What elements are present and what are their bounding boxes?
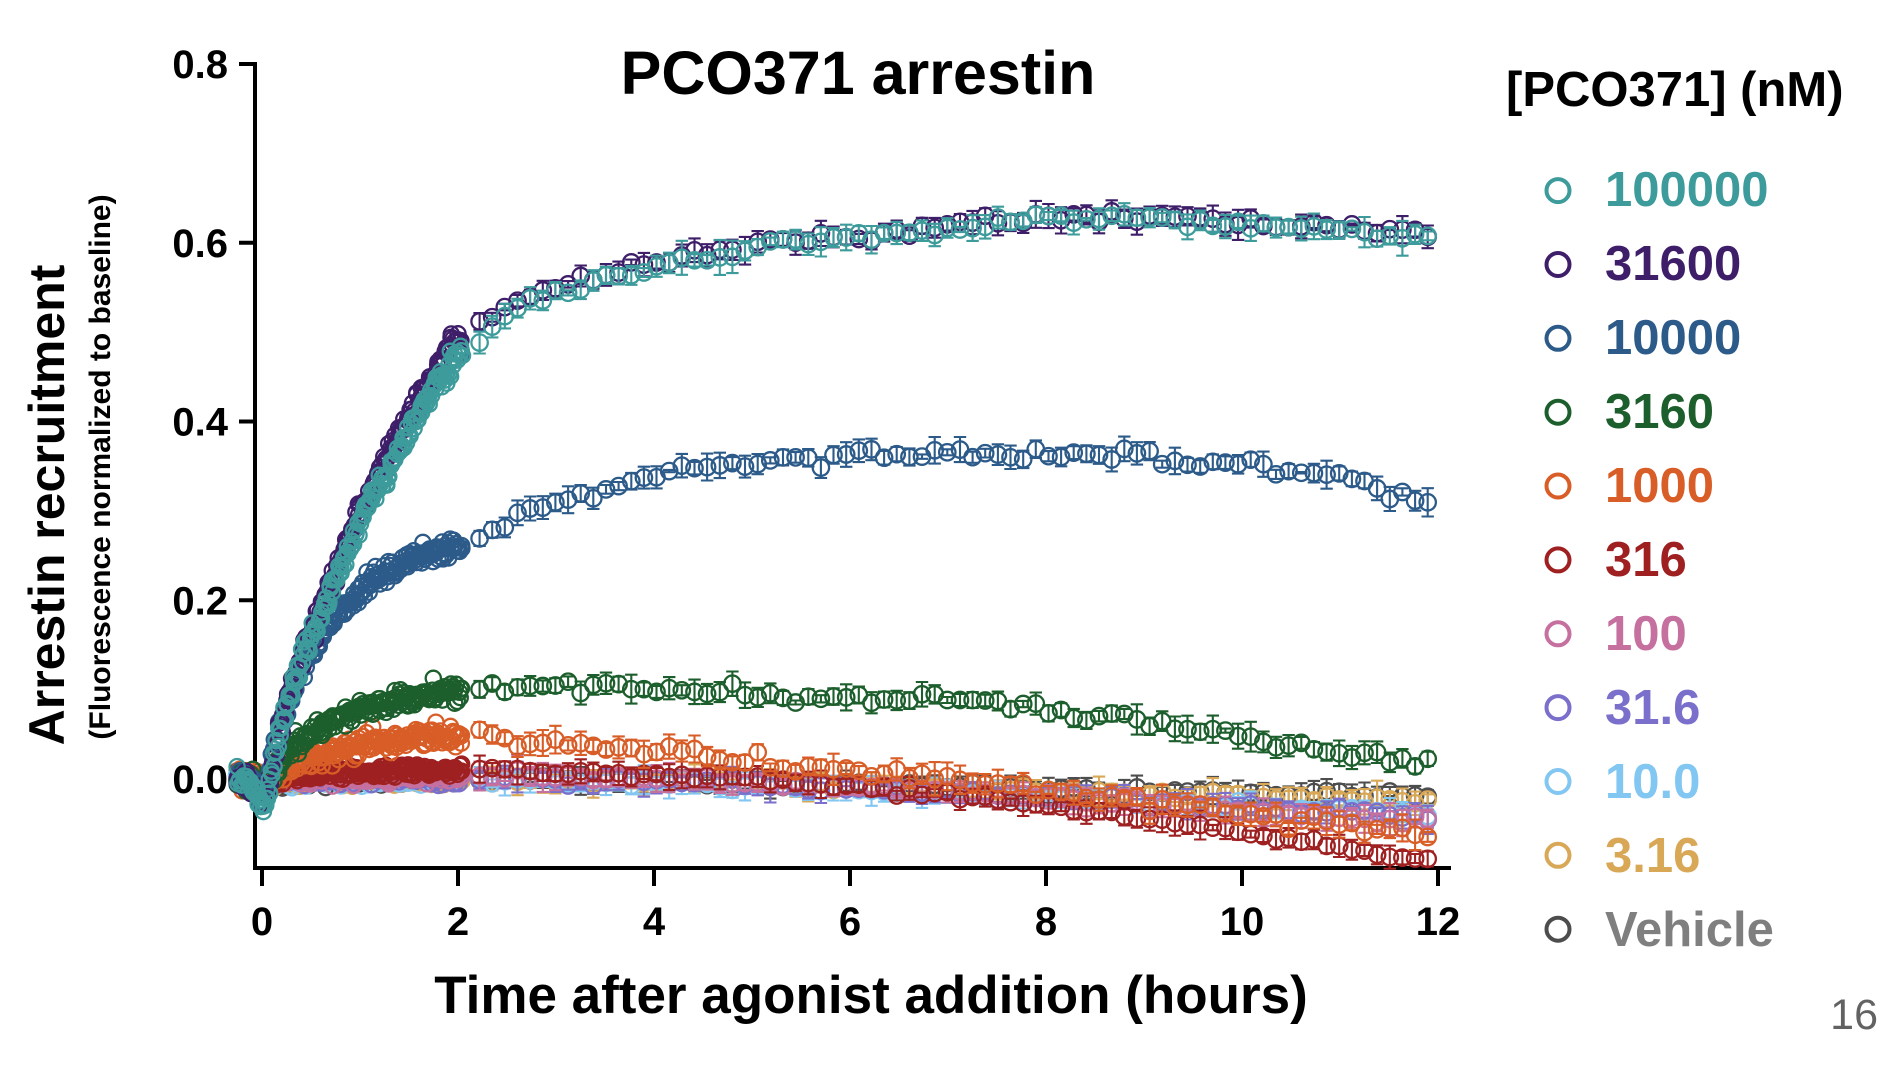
svg-text:0.8: 0.8: [172, 43, 228, 87]
svg-text:31.6: 31.6: [1605, 681, 1700, 735]
svg-text:100000: 100000: [1605, 163, 1769, 217]
svg-text:100: 100: [1605, 607, 1687, 661]
svg-text:10000: 10000: [1605, 311, 1741, 365]
svg-text:Time after agonist addition (h: Time after agonist addition (hours): [434, 966, 1308, 1025]
svg-text:Vehicle: Vehicle: [1605, 903, 1774, 957]
svg-text:10: 10: [1220, 900, 1265, 944]
svg-text:0.2: 0.2: [172, 579, 228, 623]
svg-text:0.0: 0.0: [172, 758, 228, 802]
svg-text:4: 4: [643, 900, 666, 944]
svg-text:2: 2: [447, 900, 469, 944]
svg-text:PCO371 arrestin: PCO371 arrestin: [621, 39, 1096, 107]
svg-text:3160: 3160: [1605, 385, 1714, 439]
svg-text:316: 316: [1605, 533, 1687, 587]
svg-text:0.6: 0.6: [172, 222, 228, 266]
svg-text:8: 8: [1035, 900, 1057, 944]
svg-text:12: 12: [1416, 900, 1461, 944]
svg-text:0: 0: [251, 900, 273, 944]
svg-text:16: 16: [1830, 991, 1878, 1039]
svg-text:[PCO371] (nM): [PCO371] (nM): [1506, 63, 1844, 117]
svg-text:1000: 1000: [1605, 459, 1714, 513]
svg-text:10.0: 10.0: [1605, 755, 1700, 809]
svg-text:(Fluorescence normalized to ba: (Fluorescence normalized to baseline): [84, 194, 117, 739]
svg-text:31600: 31600: [1605, 237, 1741, 291]
svg-text:6: 6: [839, 900, 861, 944]
svg-text:0.4: 0.4: [172, 401, 228, 445]
svg-text:3.16: 3.16: [1605, 829, 1700, 883]
svg-text:Arrestin recruitment: Arrestin recruitment: [19, 264, 75, 745]
